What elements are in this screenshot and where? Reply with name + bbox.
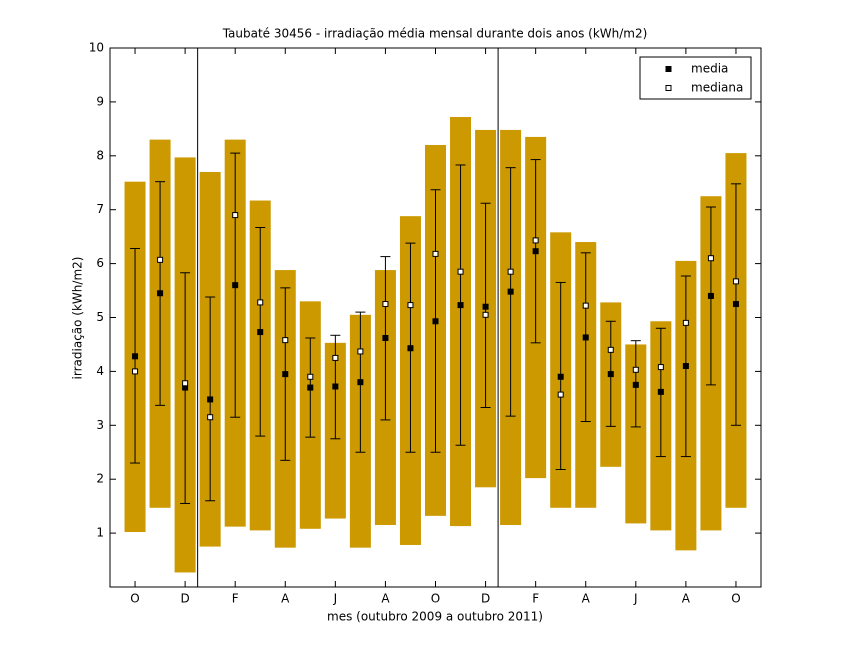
legend-label: mediana bbox=[691, 81, 743, 95]
marker bbox=[207, 414, 214, 421]
legend-marker bbox=[665, 85, 672, 91]
x-axis-label: mes (outubro 2009 a outubro 2011) bbox=[327, 610, 543, 624]
marker bbox=[507, 288, 514, 295]
marker bbox=[432, 318, 439, 325]
marker bbox=[257, 299, 264, 306]
x-tick-label: A bbox=[381, 592, 390, 606]
marker bbox=[457, 268, 464, 275]
marker bbox=[707, 292, 714, 299]
marker bbox=[407, 345, 414, 352]
marker bbox=[382, 301, 389, 308]
marker bbox=[632, 366, 639, 373]
x-tick-label: J bbox=[333, 592, 338, 606]
y-tick-label: 3 bbox=[96, 418, 104, 432]
x-tick-label: F bbox=[532, 592, 539, 606]
marker bbox=[332, 354, 339, 361]
marker bbox=[357, 379, 364, 386]
marker bbox=[557, 391, 564, 398]
marker bbox=[182, 380, 189, 387]
marker bbox=[332, 383, 339, 390]
marker bbox=[582, 302, 589, 309]
y-tick-label: 1 bbox=[96, 526, 104, 540]
legend-marker bbox=[665, 66, 672, 72]
marker bbox=[482, 303, 489, 310]
x-tick-label: O bbox=[130, 592, 139, 606]
marker bbox=[357, 348, 364, 355]
marker bbox=[282, 337, 289, 344]
marker bbox=[557, 373, 564, 380]
marker bbox=[132, 368, 139, 375]
legend-label: media bbox=[691, 62, 728, 76]
marker bbox=[407, 302, 414, 309]
y-tick-label: 4 bbox=[96, 364, 104, 378]
marker bbox=[457, 302, 464, 309]
marker bbox=[582, 334, 589, 341]
x-tick-label: J bbox=[633, 592, 638, 606]
marker bbox=[307, 384, 314, 391]
y-tick-label: 5 bbox=[96, 310, 104, 324]
y-tick-label: 6 bbox=[96, 256, 104, 270]
marker bbox=[682, 319, 689, 326]
marker bbox=[532, 237, 539, 244]
range-bar bbox=[625, 344, 647, 524]
marker bbox=[157, 290, 164, 297]
marker bbox=[607, 346, 614, 353]
x-tick-label: O bbox=[731, 592, 740, 606]
marker bbox=[682, 363, 689, 370]
marker bbox=[532, 248, 539, 255]
marker bbox=[732, 278, 739, 285]
marker bbox=[157, 256, 164, 263]
marker bbox=[657, 364, 664, 371]
x-tick-label: A bbox=[582, 592, 591, 606]
marker bbox=[482, 311, 489, 318]
x-tick-label: F bbox=[232, 592, 239, 606]
x-tick-label: A bbox=[281, 592, 290, 606]
y-axis-label: irradiação (kWh/m2) bbox=[71, 257, 85, 380]
marker bbox=[282, 371, 289, 378]
marker bbox=[207, 396, 214, 403]
marker bbox=[232, 212, 239, 219]
x-tick-label: D bbox=[180, 592, 189, 606]
y-tick-label: 10 bbox=[89, 41, 104, 55]
marker bbox=[607, 371, 614, 378]
y-tick-label: 7 bbox=[96, 202, 104, 216]
x-tick-label: D bbox=[481, 592, 490, 606]
marker bbox=[507, 268, 514, 275]
legend-box bbox=[639, 56, 752, 100]
x-tick-label: A bbox=[682, 592, 691, 606]
marker bbox=[307, 373, 314, 380]
marker bbox=[382, 334, 389, 341]
marker bbox=[732, 301, 739, 308]
y-tick-label: 9 bbox=[96, 94, 104, 108]
marker bbox=[657, 388, 664, 395]
chart-title: Taubaté 30456 - irradiação média mensal … bbox=[222, 27, 648, 41]
marker bbox=[432, 250, 439, 257]
marker bbox=[707, 255, 714, 262]
y-tick-label: 8 bbox=[96, 148, 104, 162]
y-tick-label: 2 bbox=[96, 472, 104, 486]
x-tick-label: O bbox=[431, 592, 440, 606]
marker bbox=[132, 353, 139, 360]
marker bbox=[232, 282, 239, 289]
marker bbox=[257, 329, 264, 336]
marker bbox=[632, 381, 639, 388]
